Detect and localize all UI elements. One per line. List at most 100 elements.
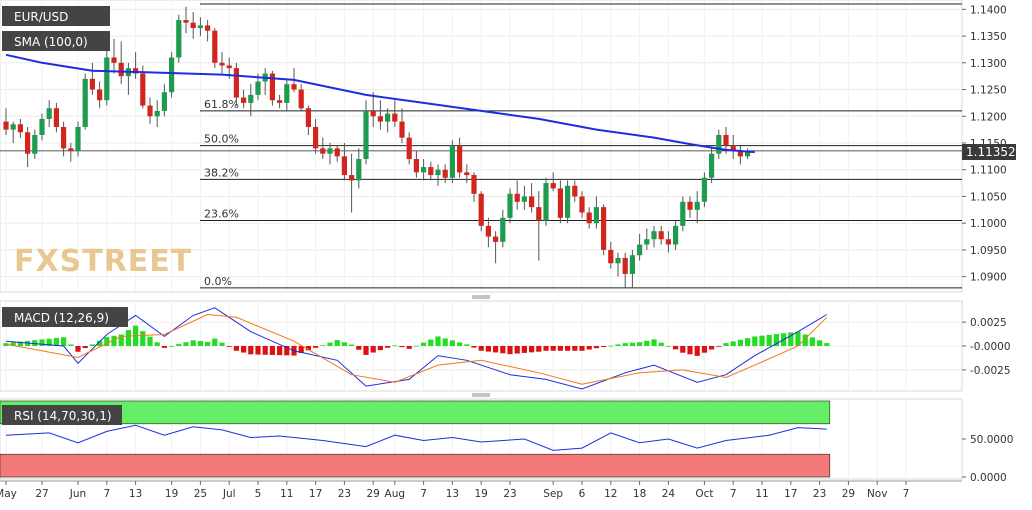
price-tick-label: 1.0900 <box>970 272 1007 284</box>
date-tick-label: 12 <box>604 488 617 500</box>
candle-body <box>730 145 736 152</box>
candle-body <box>637 244 643 256</box>
candle-body <box>32 134 38 154</box>
candle-body <box>104 57 110 101</box>
candle-body <box>97 89 103 101</box>
last-price-box <box>962 144 1016 160</box>
rsi-oversold-zone <box>0 453 831 478</box>
macd-histogram-bar <box>680 346 686 353</box>
macd-box <box>2 307 128 327</box>
date-tick-label: 27 <box>35 488 48 500</box>
candle-body <box>161 92 167 111</box>
candle-body <box>435 169 441 176</box>
symbol-tag: EUR/USD <box>2 6 110 26</box>
macd-histogram-bar <box>385 346 391 348</box>
candle-body <box>169 57 175 93</box>
candle-body <box>25 132 31 154</box>
macd-histogram-bar <box>10 342 16 346</box>
macd-histogram-bar <box>363 346 369 355</box>
macd-histogram-bar <box>226 346 232 347</box>
signal-line <box>5 313 828 385</box>
macd-histogram-bar <box>161 346 167 348</box>
candle-body <box>284 84 290 103</box>
macd-histogram-bar <box>449 340 455 346</box>
candle-body <box>197 25 203 29</box>
candle-body <box>183 20 189 23</box>
fib-label: 38.2% <box>204 166 239 179</box>
macd-histogram-bar <box>809 337 815 346</box>
macd-histogram-bar <box>61 337 67 346</box>
candle-body <box>550 183 556 189</box>
date-tick-label: 19 <box>475 488 488 500</box>
date-tick-label: 25 <box>194 488 207 500</box>
date-tick-label: 18 <box>633 488 646 500</box>
macd-histogram-bar <box>305 346 311 351</box>
macd-histogram-bar <box>601 346 607 347</box>
macd-histogram-bar <box>572 346 578 351</box>
candle-body <box>500 217 506 242</box>
macd-histogram-bar <box>593 346 599 349</box>
candle-body <box>298 89 304 109</box>
macd-histogram-bar <box>241 346 247 353</box>
macd-histogram-bar <box>521 346 527 353</box>
panel-splitter-1[interactable] <box>472 295 490 299</box>
macd-histogram-bar <box>327 342 333 346</box>
date-tick-label: 17 <box>784 488 797 500</box>
macd-histogram-bar <box>694 346 700 356</box>
macd-histogram-bar <box>586 346 592 350</box>
macd-histogram-bar <box>406 346 412 349</box>
candle-body <box>709 153 715 178</box>
date-tick-label: 7 <box>103 488 110 500</box>
rsi-tag: RSI (14,70,30,1) <box>2 405 122 425</box>
macd-histogram-bar <box>788 332 794 346</box>
price-tick-label: 1.1200 <box>970 111 1007 123</box>
candle-body <box>478 193 484 226</box>
macd-histogram-bar <box>687 346 693 355</box>
macd-histogram-bar <box>493 346 499 353</box>
candle-body <box>701 177 707 202</box>
candle-body <box>471 175 477 194</box>
macd-histogram-bar <box>205 341 211 346</box>
candle-body <box>219 62 225 66</box>
macd-histogram-bar <box>75 346 81 352</box>
macd-tick-label: -0.0000 <box>970 341 1011 353</box>
candle-body <box>428 167 434 176</box>
macd-tag: MACD (12,26,9) <box>2 307 128 327</box>
macd-histogram-bar <box>730 341 736 346</box>
candle-body <box>61 126 67 149</box>
macd-histogram-bar <box>219 342 225 346</box>
candle-body <box>118 62 124 77</box>
sma-tag: SMA (100,0) <box>2 31 110 51</box>
macd-histogram-bar <box>341 342 347 346</box>
candle-body <box>622 257 628 274</box>
date-tick-label: Jul <box>222 488 236 500</box>
macd-histogram-bar <box>716 346 722 347</box>
macd-histogram-bar <box>651 339 657 346</box>
macd-histogram-bar <box>284 346 290 356</box>
macd-histogram-bar <box>32 340 38 346</box>
date-tick-label: 13 <box>446 488 459 500</box>
macd-histogram-bar <box>579 346 585 351</box>
candle-body <box>140 73 146 106</box>
macd-histogram-bar <box>629 342 635 346</box>
candle-body <box>349 175 355 181</box>
date-tick-label: Jun <box>69 488 86 500</box>
candle-body <box>313 126 319 149</box>
rsi-overbought-zone <box>0 400 831 425</box>
panel-splitter-2[interactable] <box>472 393 490 397</box>
candle-body <box>305 108 311 127</box>
macd-histogram-bar <box>349 344 355 346</box>
last-price-label: 1.11352 <box>966 145 1016 159</box>
macd-histogram-bar <box>377 346 383 351</box>
candle-body <box>269 73 275 101</box>
macd-histogram-bar <box>637 342 643 346</box>
fib-label: 61.8% <box>204 98 239 111</box>
candle-body <box>392 113 398 122</box>
price-panel: 1.14001.13501.13001.12501.12001.11501.11… <box>0 0 1016 293</box>
price-tick-label: 1.0950 <box>970 245 1007 257</box>
candle-body <box>493 236 499 242</box>
rsi-box <box>2 405 122 425</box>
macd-histogram-bar <box>795 331 801 346</box>
macd-histogram-bar <box>529 346 535 353</box>
